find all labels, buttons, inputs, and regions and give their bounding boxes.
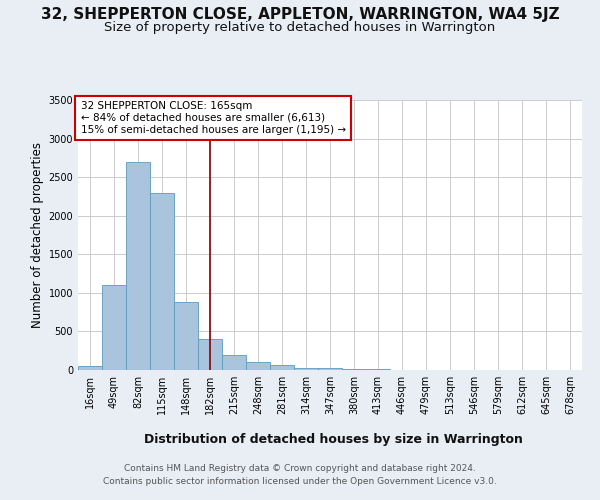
Bar (294, 368, 318, 370)
Bar (102, 285, 126, 370)
Bar (126, 162, 150, 370)
Text: Contains public sector information licensed under the Open Government Licence v3: Contains public sector information licen… (103, 478, 497, 486)
Text: 32, SHEPPERTON CLOSE, APPLETON, WARRINGTON, WA4 5JZ: 32, SHEPPERTON CLOSE, APPLETON, WARRINGT… (41, 8, 559, 22)
Bar (318, 368, 342, 370)
Bar (246, 362, 270, 370)
Y-axis label: Number of detached properties: Number of detached properties (31, 142, 44, 328)
Text: Size of property relative to detached houses in Warrington: Size of property relative to detached ho… (104, 21, 496, 34)
Text: Contains HM Land Registry data © Crown copyright and database right 2024.: Contains HM Land Registry data © Crown c… (124, 464, 476, 473)
Bar (198, 339, 222, 370)
Bar (78, 366, 102, 370)
Bar (342, 369, 366, 370)
Text: 32 SHEPPERTON CLOSE: 165sqm
← 84% of detached houses are smaller (6,613)
15% of : 32 SHEPPERTON CLOSE: 165sqm ← 84% of det… (80, 102, 346, 134)
Bar (150, 192, 174, 370)
Bar (270, 366, 294, 370)
Bar (366, 369, 390, 370)
Bar (174, 302, 198, 370)
Text: Distribution of detached houses by size in Warrington: Distribution of detached houses by size … (143, 432, 523, 446)
Bar (222, 356, 246, 370)
